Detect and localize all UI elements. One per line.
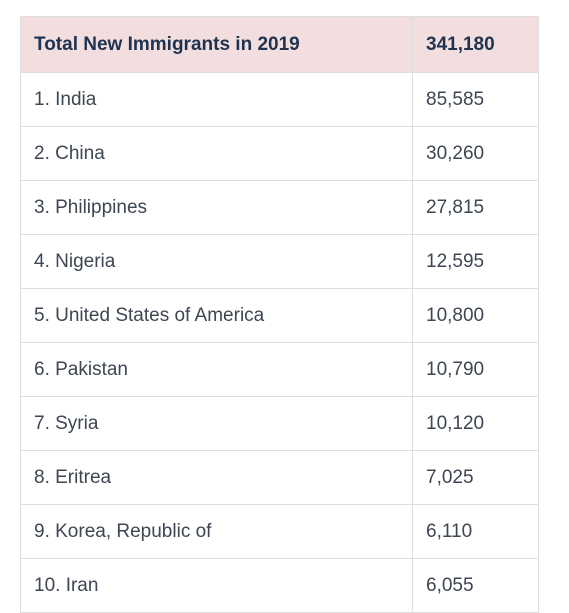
immigration-table: Total New Immigrants in 2019 341,180 1. …	[20, 16, 539, 613]
table-row: 6. Pakistan 10,790	[20, 342, 539, 397]
country-cell: 1. India	[20, 72, 413, 127]
count-cell: 30,260	[412, 126, 539, 181]
table-row: 9. Korea, Republic of 6,110	[20, 504, 539, 559]
table-row: 1. India 85,585	[20, 72, 539, 127]
header-total-label: Total New Immigrants in 2019	[20, 16, 413, 73]
count-cell: 6,055	[412, 558, 539, 613]
count-cell: 10,800	[412, 288, 539, 343]
table-row: 10. Iran 6,055	[20, 558, 539, 613]
table-row: 8. Eritrea 7,025	[20, 450, 539, 505]
country-cell: 9. Korea, Republic of	[20, 504, 413, 559]
country-cell: 4. Nigeria	[20, 234, 413, 289]
country-cell: 10. Iran	[20, 558, 413, 613]
count-cell: 27,815	[412, 180, 539, 235]
country-cell: 6. Pakistan	[20, 342, 413, 397]
table-row: 7. Syria 10,120	[20, 396, 539, 451]
table-row: 3. Philippines 27,815	[20, 180, 539, 235]
country-cell: 8. Eritrea	[20, 450, 413, 505]
table-row: 4. Nigeria 12,595	[20, 234, 539, 289]
count-cell: 12,595	[412, 234, 539, 289]
count-cell: 10,120	[412, 396, 539, 451]
count-cell: 10,790	[412, 342, 539, 397]
country-cell: 3. Philippines	[20, 180, 413, 235]
country-cell: 2. China	[20, 126, 413, 181]
header-total-value: 341,180	[412, 16, 539, 73]
table-header-row: Total New Immigrants in 2019 341,180	[20, 16, 539, 73]
count-cell: 85,585	[412, 72, 539, 127]
table-row: 2. China 30,260	[20, 126, 539, 181]
country-cell: 7. Syria	[20, 396, 413, 451]
count-cell: 6,110	[412, 504, 539, 559]
immigration-table-container: Total New Immigrants in 2019 341,180 1. …	[20, 16, 539, 613]
count-cell: 7,025	[412, 450, 539, 505]
country-cell: 5. United States of America	[20, 288, 413, 343]
table-row: 5. United States of America 10,800	[20, 288, 539, 343]
